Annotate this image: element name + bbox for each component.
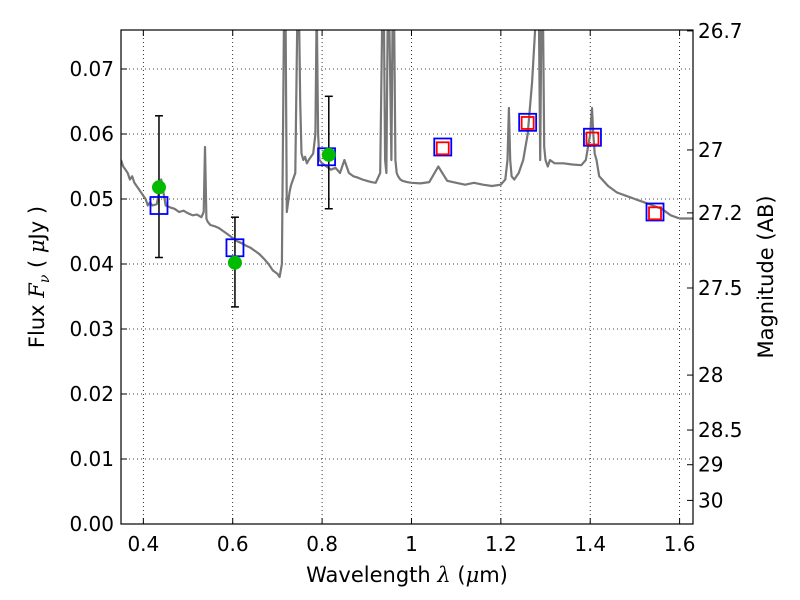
plot-frame xyxy=(120,29,694,525)
spectrum-line xyxy=(121,30,693,279)
tick-layer: 0.4 0.6 0.8 1 1.2 1.4 1.6 0.00 0.01 0.02 0.03 0.04 0… xyxy=(69,19,742,556)
y-tick-label: 0.07 xyxy=(69,57,114,81)
observed-flux-point xyxy=(227,255,242,270)
right-tick-label: 27.2 xyxy=(698,201,743,225)
y-axis-label-left: Flux Fν ( μJy ) xyxy=(25,206,53,348)
right-tick-label: 27.5 xyxy=(698,276,743,300)
y-tick-label: 0.04 xyxy=(69,252,114,276)
model-band-square xyxy=(583,127,602,147)
y-tick-label: 0.03 xyxy=(69,317,114,341)
measured-band-square xyxy=(585,131,600,146)
model-band-square xyxy=(433,137,453,157)
model-band-square xyxy=(645,202,665,222)
x-tick-label: 0.8 xyxy=(306,532,338,556)
y-tick-label: 0.00 xyxy=(69,512,114,536)
right-tick-label: 26.7 xyxy=(698,19,743,43)
y-tick-label: 0.06 xyxy=(69,122,114,146)
x-tick-label: 1.2 xyxy=(485,532,517,556)
x-axis-label: Wavelength λ (μm) xyxy=(306,563,508,587)
right-tick-label: 28.5 xyxy=(698,418,743,442)
model-band-square xyxy=(149,196,169,215)
observed-flux-point xyxy=(321,147,336,162)
y-tick-label: 0.02 xyxy=(69,382,114,406)
measured-band-square xyxy=(435,141,450,156)
y-axis-label-right: Magnitude (AB) xyxy=(754,195,778,358)
x-tick-label: 1 xyxy=(405,532,418,556)
marker-layer xyxy=(149,95,665,308)
observed-flux-point xyxy=(151,180,166,195)
x-tick-label: 0.6 xyxy=(217,532,249,556)
x-tick-label: 1.4 xyxy=(574,532,606,556)
model-band-square xyxy=(518,112,538,132)
x-tick-label: 1.6 xyxy=(664,532,696,556)
y-tick-label: 0.05 xyxy=(69,187,114,211)
y-tick-label: 0.01 xyxy=(69,447,114,471)
right-tick-label: 30 xyxy=(698,488,723,512)
x-tick-label: 0.4 xyxy=(127,532,159,556)
plot-area-background xyxy=(121,30,693,524)
measured-band-square xyxy=(520,116,535,130)
measured-band-square xyxy=(648,206,662,221)
right-tick-label: 27 xyxy=(698,138,723,162)
right-tick-label: 28 xyxy=(698,363,723,387)
right-tick-label: 29 xyxy=(698,453,723,477)
spectrum-layer xyxy=(121,30,693,279)
